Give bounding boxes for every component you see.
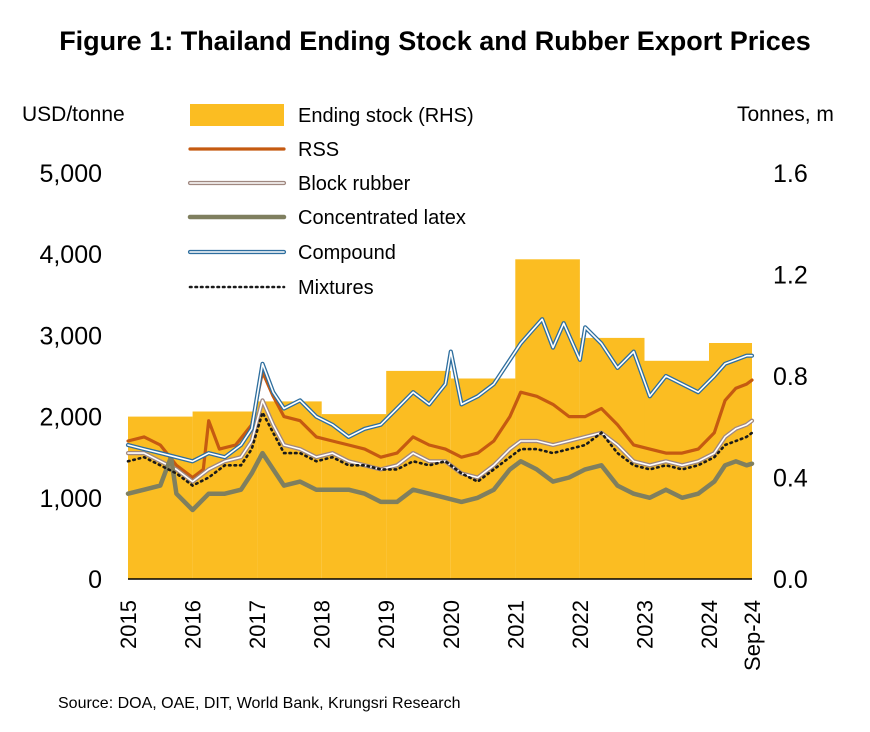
left-tick-2-000: 2,000 bbox=[39, 404, 102, 432]
series-compound-line-inner bbox=[127, 318, 753, 463]
chart-title: Figure 1: Thailand Ending Stock and Rubb… bbox=[59, 26, 811, 56]
x-tick-2016: 2016 bbox=[181, 600, 206, 649]
ticks-layer: 0 1,000 2,000 3,000 4,000 5,000 0.0 0.4 0.8 1.2 1.… bbox=[39, 160, 807, 671]
lines-layer bbox=[125, 317, 755, 513]
source-note: Source: DOA, OAE, DIT, World Bank, Krung… bbox=[58, 695, 461, 712]
x-tick-2022: 2022 bbox=[568, 600, 593, 649]
series-rss-line bbox=[126, 370, 754, 480]
right-tick-0-8: 0.8 bbox=[773, 363, 808, 391]
right-tick-1-2: 1.2 bbox=[773, 262, 808, 290]
legend-item-mixtures: Mixtures bbox=[188, 277, 374, 299]
x-tick-2024: 2024 bbox=[697, 600, 722, 649]
bar-ending-stock-2022 bbox=[579, 337, 645, 579]
bar-ending-stock-2019 bbox=[386, 370, 451, 579]
bar-ending-stock-2018 bbox=[321, 414, 387, 579]
legend-item-compound: Compound bbox=[187, 242, 396, 264]
series-latex bbox=[125, 450, 755, 513]
x-tick-2019: 2019 bbox=[374, 600, 399, 649]
left-tick-5-000: 5,000 bbox=[39, 160, 102, 188]
left-tick-3-000: 3,000 bbox=[39, 322, 102, 350]
legend-item-block: Block rubber bbox=[187, 173, 411, 195]
series-mixtures bbox=[126, 409, 754, 488]
legend-label-block: Block rubber bbox=[298, 173, 411, 195]
legend-label-compound: Compound bbox=[298, 242, 396, 264]
right-axis-label: Tonnes, m bbox=[737, 103, 834, 126]
legend-swatch-stock bbox=[190, 104, 284, 126]
bar-ending-stock-2020 bbox=[450, 378, 516, 579]
legend: Ending stock (RHS) RSS Block rubber Concent… bbox=[187, 104, 474, 299]
x-tick-sep-24: Sep-24 bbox=[740, 600, 765, 671]
legend-item-stock: Ending stock (RHS) bbox=[190, 104, 474, 127]
series-block bbox=[125, 398, 755, 484]
legend-item-rss: RSS bbox=[188, 139, 339, 161]
x-tick-2020: 2020 bbox=[439, 600, 464, 649]
series-mixtures-line bbox=[126, 409, 754, 488]
left-tick-4-000: 4,000 bbox=[39, 241, 102, 269]
left-tick-0: 0 bbox=[88, 566, 102, 594]
right-tick-1-6: 1.6 bbox=[773, 160, 808, 188]
series-rss bbox=[126, 370, 754, 480]
right-tick-0-0: 0.0 bbox=[773, 566, 808, 594]
series-latex-line bbox=[125, 450, 755, 513]
legend-label-stock: Ending stock (RHS) bbox=[298, 105, 474, 127]
x-tick-2017: 2017 bbox=[245, 600, 270, 649]
x-tick-2018: 2018 bbox=[310, 600, 335, 649]
series-compound bbox=[125, 317, 755, 464]
x-tick-2021: 2021 bbox=[503, 600, 528, 649]
series-block-line-inner bbox=[127, 399, 753, 483]
right-tick-0-4: 0.4 bbox=[773, 465, 808, 493]
left-tick-1-000: 1,000 bbox=[39, 485, 102, 513]
legend-item-latex: Concentrated latex bbox=[187, 207, 466, 229]
bar-ending-stock-2021 bbox=[515, 259, 580, 579]
left-axis-label: USD/tonne bbox=[22, 103, 125, 126]
legend-label-latex: Concentrated latex bbox=[298, 207, 466, 229]
legend-label-rss: RSS bbox=[298, 139, 339, 161]
x-tick-2023: 2023 bbox=[632, 600, 657, 649]
bar-ending-stock-2023 bbox=[644, 360, 709, 579]
x-tick-2015: 2015 bbox=[116, 600, 141, 649]
legend-label-mixtures: Mixtures bbox=[298, 277, 374, 299]
bars-layer bbox=[128, 259, 752, 579]
bar-ending-stock-2017 bbox=[257, 401, 322, 579]
